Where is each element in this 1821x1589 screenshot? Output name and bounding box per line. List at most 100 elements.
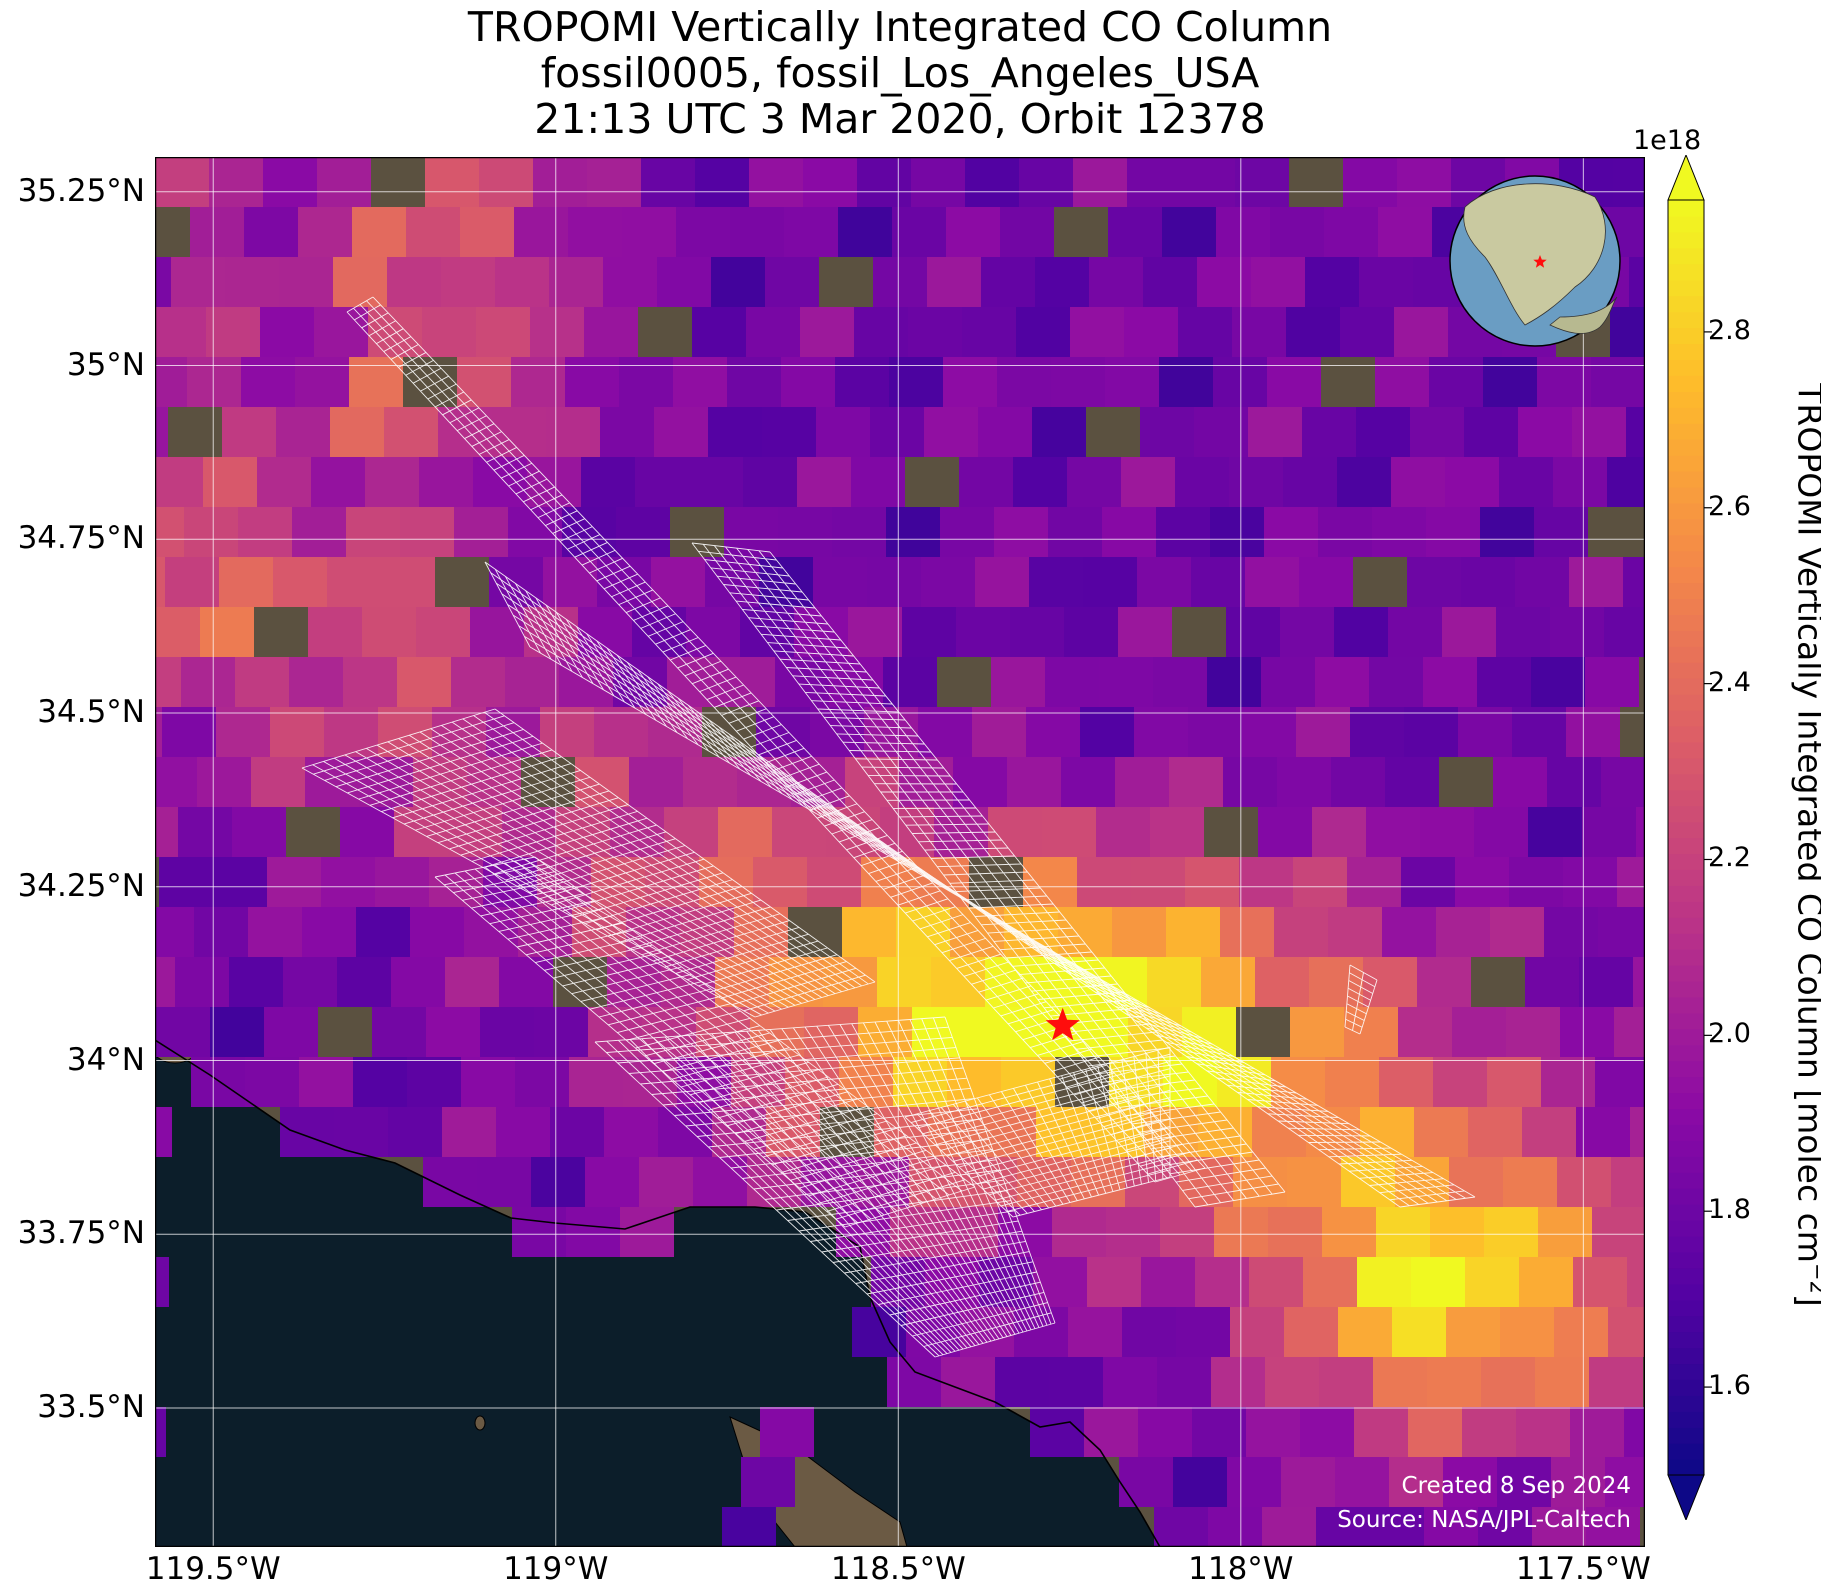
co-pixel xyxy=(1033,1257,1087,1307)
co-pixel xyxy=(1232,307,1286,357)
co-pixel xyxy=(1239,857,1293,907)
co-pixel xyxy=(765,257,819,307)
colorbar-tick-label: 2.4 xyxy=(1708,666,1751,698)
co-pixel xyxy=(165,557,219,607)
co-pixel xyxy=(838,207,892,257)
colorbar-segment xyxy=(1668,1443,1704,1460)
co-pixel xyxy=(775,657,829,707)
co-pixel xyxy=(873,257,927,307)
colorbar-segment xyxy=(1668,885,1704,902)
colorbar-segment xyxy=(1668,933,1704,950)
colorbar-segment xyxy=(1668,614,1704,631)
co-pixel xyxy=(1061,757,1115,807)
co-pixel xyxy=(1411,1257,1465,1307)
co-pixel xyxy=(1468,1107,1522,1157)
lat-tick-label: 35°N xyxy=(66,346,145,383)
site-marker xyxy=(1045,1007,1080,1041)
co-pixel xyxy=(1354,1407,1408,1457)
co-pixel xyxy=(1531,657,1585,707)
co-pixel xyxy=(931,957,985,1007)
co-pixel xyxy=(375,857,429,907)
co-pixel xyxy=(1315,657,1369,707)
lon-tick-label: 117.5°W xyxy=(1515,1551,1651,1587)
co-pixel xyxy=(683,757,737,807)
target-strip-3 xyxy=(484,561,1476,1208)
co-pixel xyxy=(1410,407,1464,457)
co-pixel xyxy=(1442,607,1496,657)
title-line-2: fossil0005, fossil_Los_Angeles_USA xyxy=(540,49,1260,97)
co-pixel xyxy=(156,1007,210,1057)
co-pixel xyxy=(1553,457,1607,507)
co-pixel xyxy=(1227,1457,1281,1507)
colorbar-segment xyxy=(1668,1459,1704,1476)
colorbar-segment xyxy=(1668,1427,1704,1444)
coastline-layer xyxy=(155,1039,1161,1547)
co-pixel xyxy=(155,557,165,607)
co-pixel xyxy=(1160,1207,1214,1257)
co-pixel xyxy=(1544,907,1598,957)
lon-tick-label: 118°W xyxy=(1188,1551,1294,1587)
co-pixel xyxy=(1604,607,1645,657)
colorbar-segment xyxy=(1668,1267,1704,1285)
target-strip-4 xyxy=(301,708,876,1018)
colorbar-segment xyxy=(1668,391,1704,408)
colorbar-segment xyxy=(1668,678,1704,695)
co-pixel xyxy=(263,157,317,207)
co-pixel xyxy=(693,1157,747,1207)
co-pixel xyxy=(295,357,349,407)
co-pixel xyxy=(1617,857,1645,907)
colorbar-segment xyxy=(1668,1220,1704,1237)
inset-globe xyxy=(1449,175,1621,347)
co-pixel xyxy=(1201,957,1255,1007)
co-pixel xyxy=(959,457,1013,507)
co-pixel xyxy=(759,557,813,607)
co-pixel xyxy=(1586,1507,1640,1547)
colorbar-segment xyxy=(1668,1108,1704,1125)
co-pixel xyxy=(1074,1007,1128,1057)
co-pixel xyxy=(1030,1407,1084,1457)
co-pixel xyxy=(270,707,324,757)
co-pixel xyxy=(1070,307,1124,357)
co-pixel xyxy=(1010,607,1064,657)
co-pixel xyxy=(155,257,171,307)
co-pixel xyxy=(619,357,673,407)
co-pixel xyxy=(219,557,273,607)
co-pixel xyxy=(721,657,775,707)
co-pixel xyxy=(1391,457,1445,507)
colorbar-segment xyxy=(1668,598,1704,615)
co-pixel xyxy=(1249,1257,1303,1307)
colorbar-exponent: 1e18 xyxy=(1633,125,1702,156)
co-pixel xyxy=(1181,157,1235,207)
lon-tick-label: 119.5°W xyxy=(145,1551,281,1587)
co-pixel xyxy=(1023,857,1077,907)
co-pixel xyxy=(711,257,765,307)
co-pixel xyxy=(1424,1507,1478,1547)
map-canvas xyxy=(155,157,1645,1547)
co-pixel xyxy=(1610,307,1645,357)
colorbar-segment xyxy=(1668,965,1704,982)
co-pixel xyxy=(743,457,797,507)
co-pixel xyxy=(1284,1307,1338,1357)
co-pixel xyxy=(616,507,670,557)
co-pixel xyxy=(870,407,924,457)
co-pixel xyxy=(1376,1207,1430,1257)
co-pixel xyxy=(321,857,375,907)
colorbar-segment xyxy=(1668,949,1704,966)
lat-tick-label: 33.5°N xyxy=(37,1389,145,1425)
colorbar-segment xyxy=(1668,1140,1704,1157)
co-pixel xyxy=(352,207,406,257)
co-pixel xyxy=(527,457,581,507)
co-pixel xyxy=(543,557,597,607)
co-pixel xyxy=(581,457,635,507)
co-pixel xyxy=(578,607,632,657)
co-pixel xyxy=(479,157,533,207)
colorbar-segment xyxy=(1668,996,1704,1014)
co-pixel xyxy=(1176,1307,1230,1357)
co-pixel xyxy=(245,1057,299,1107)
co-pixel xyxy=(1429,357,1483,407)
co-pixel xyxy=(1627,1257,1645,1307)
co-pixel xyxy=(1281,1457,1335,1507)
graticule-layer xyxy=(155,157,1645,1547)
co-pixel xyxy=(216,707,270,757)
co-pixel xyxy=(1483,357,1537,407)
